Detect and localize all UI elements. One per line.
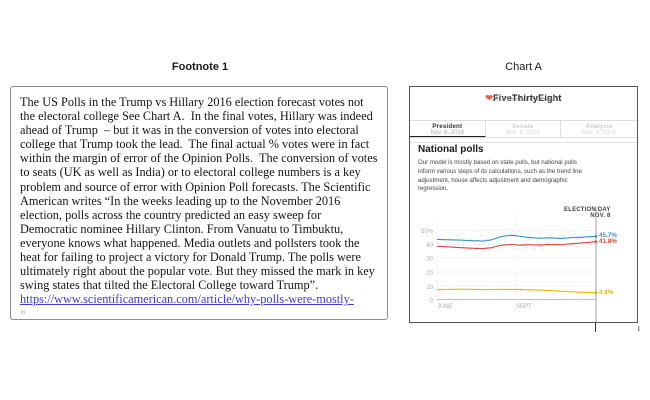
svg-text:40: 40 bbox=[426, 243, 433, 249]
svg-text:10: 10 bbox=[426, 285, 433, 291]
svg-text:JUNE: JUNE bbox=[437, 304, 453, 310]
svg-text:20: 20 bbox=[426, 271, 433, 277]
svg-text:SEPT: SEPT bbox=[516, 304, 532, 310]
svg-text:30: 30 bbox=[426, 257, 433, 263]
svg-text:0: 0 bbox=[430, 298, 434, 304]
svg-text:50%: 50% bbox=[421, 229, 434, 235]
